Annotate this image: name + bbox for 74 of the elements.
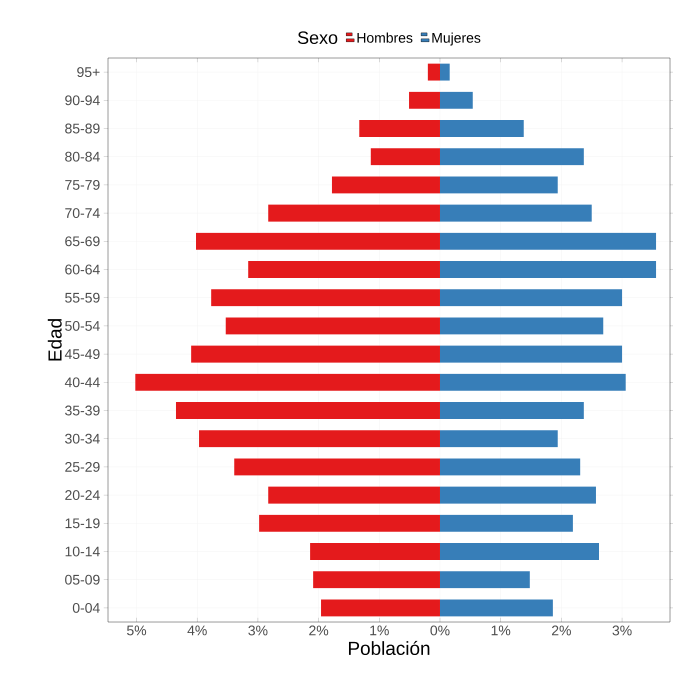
bar [440, 430, 558, 448]
bar [440, 92, 473, 109]
x-tick-label: 1% [492, 626, 510, 636]
bar [135, 374, 440, 391]
y-tick-label: 45-49 [64, 349, 100, 360]
y-tick-label: 20-24 [65, 490, 100, 500]
bar [440, 458, 580, 476]
y-tick-label: 90-94 [65, 95, 100, 106]
bar [440, 261, 656, 278]
x-tick-label: 3% [612, 626, 632, 636]
bar [409, 92, 440, 109]
y-tick-label: 50-54 [65, 320, 100, 331]
bar [199, 430, 440, 448]
bar [440, 374, 626, 391]
bar [440, 232, 656, 250]
bar [226, 317, 440, 334]
bar [440, 120, 524, 137]
y-tick-label: 15-19 [66, 518, 100, 528]
y-tick-label: 80-84 [65, 152, 100, 162]
x-axis-title: Población [348, 640, 430, 656]
bar [440, 599, 553, 616]
y-axis-title: Edad [48, 319, 62, 361]
bar [248, 261, 440, 278]
bar [440, 204, 592, 222]
bar [234, 458, 440, 476]
y-tick-label: 75-79 [65, 180, 100, 190]
legend-label: Mujeres [432, 32, 480, 46]
bar [359, 120, 440, 137]
bar [440, 514, 573, 532]
x-tick-label: 1% [370, 626, 389, 636]
bar [440, 346, 622, 363]
bar [440, 571, 530, 588]
bar [191, 346, 440, 363]
bar [370, 148, 440, 166]
y-tick-label: 25-29 [65, 462, 100, 472]
bar [259, 514, 440, 532]
bar [268, 486, 440, 504]
bar [321, 599, 440, 616]
y-tick-label: 65-69 [65, 236, 100, 246]
x-tick-label: 3% [248, 626, 268, 636]
y-tick-label: 35-39 [65, 406, 100, 416]
y-tick-label: 95+ [77, 67, 100, 78]
x-tick-label: 0% [430, 626, 450, 636]
x-tick-label: 5% [127, 626, 146, 636]
bar [440, 148, 584, 166]
y-tick-label: 55-59 [65, 292, 100, 303]
bar [196, 232, 440, 250]
bar [268, 204, 440, 222]
x-tick-label: 4% [187, 626, 207, 636]
bar [440, 317, 604, 334]
bar [332, 176, 440, 194]
y-tick-label: 40-44 [64, 377, 100, 388]
legend-title: Sexo [298, 31, 338, 44]
legend-label: Hombres [357, 32, 412, 43]
y-tick-label: 60-64 [65, 264, 100, 274]
bar [176, 402, 440, 419]
y-tick-label: 0-04 [72, 602, 100, 613]
bar [440, 543, 599, 560]
x-tick-label: 2% [309, 626, 328, 636]
bar [440, 486, 596, 504]
bar [440, 176, 558, 194]
y-tick-label: 05-09 [65, 574, 100, 585]
y-tick-label: 85-89 [65, 124, 100, 134]
bar [440, 289, 622, 306]
bar [211, 289, 440, 306]
y-tick-label: 30-34 [65, 434, 100, 444]
y-tick-label: 10-14 [66, 546, 100, 556]
y-tick-label: 70-74 [65, 208, 100, 218]
bar [440, 402, 584, 419]
bar [310, 543, 440, 560]
bar [428, 64, 440, 81]
bar [440, 64, 450, 81]
bar [313, 571, 440, 588]
x-tick-label: 2% [552, 626, 571, 636]
